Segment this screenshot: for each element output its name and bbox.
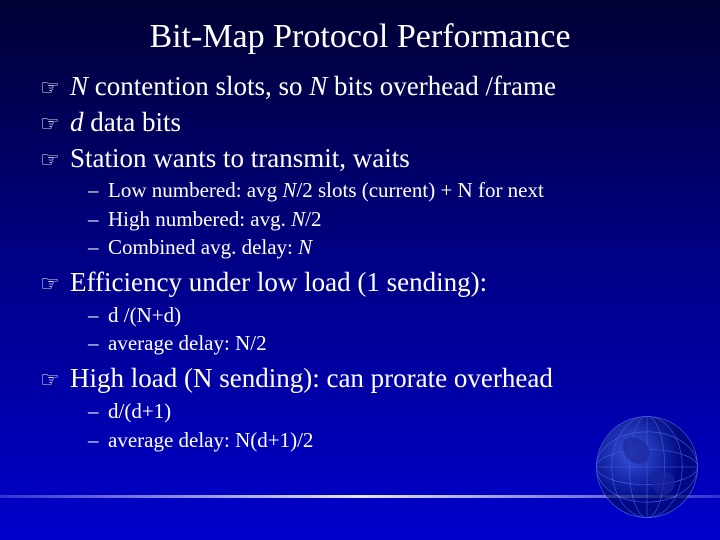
dash-icon: – [88, 302, 108, 329]
slide-content: ☞ N contention slots, so N bits overhead… [30, 70, 690, 454]
sub-list-item: – Combined avg. delay: N [88, 234, 690, 261]
sub-list-item: – Low numbered: avg N/2 slots (current) … [88, 177, 690, 204]
list-item: ☞ d data bits [40, 106, 690, 140]
pointing-hand-icon: ☞ [40, 142, 70, 174]
list-item-text: d data bits [70, 106, 690, 140]
dash-icon: – [88, 330, 108, 357]
dash-icon: – [88, 206, 108, 233]
dash-icon: – [88, 177, 108, 204]
sub-list-item-text: Combined avg. delay: N [108, 234, 690, 261]
list-item-text: Efficiency under low load (1 sending): [70, 266, 690, 300]
pointing-hand-icon: ☞ [40, 266, 70, 298]
globe-icon [592, 412, 702, 522]
sub-list-item-text: average delay: N/2 [108, 330, 690, 357]
sub-list-item-text: d /(N+d) [108, 302, 690, 329]
list-item-text: N contention slots, so N bits overhead /… [70, 70, 690, 104]
sub-list-item: – average delay: N/2 [88, 330, 690, 357]
sub-list-item: – d /(N+d) [88, 302, 690, 329]
list-item-text: High load (N sending): can prorate overh… [70, 362, 690, 396]
sub-list-item: – High numbered: avg. N/2 [88, 206, 690, 233]
sub-list-item-text: Low numbered: avg N/2 slots (current) + … [108, 177, 690, 204]
pointing-hand-icon: ☞ [40, 106, 70, 138]
list-item: ☞ Efficiency under low load (1 sending): [40, 266, 690, 300]
slide: Bit-Map Protocol Performance ☞ N content… [0, 0, 720, 540]
dash-icon: – [88, 234, 108, 261]
page-title: Bit-Map Protocol Performance [30, 18, 690, 56]
list-item: ☞ N contention slots, so N bits overhead… [40, 70, 690, 104]
pointing-hand-icon: ☞ [40, 70, 70, 102]
list-item: ☞ Station wants to transmit, waits [40, 142, 690, 176]
dash-icon: – [88, 398, 108, 425]
dash-icon: – [88, 427, 108, 454]
sub-list-item-text: High numbered: avg. N/2 [108, 206, 690, 233]
list-item-text: Station wants to transmit, waits [70, 142, 690, 176]
pointing-hand-icon: ☞ [40, 362, 70, 394]
list-item: ☞ High load (N sending): can prorate ove… [40, 362, 690, 396]
